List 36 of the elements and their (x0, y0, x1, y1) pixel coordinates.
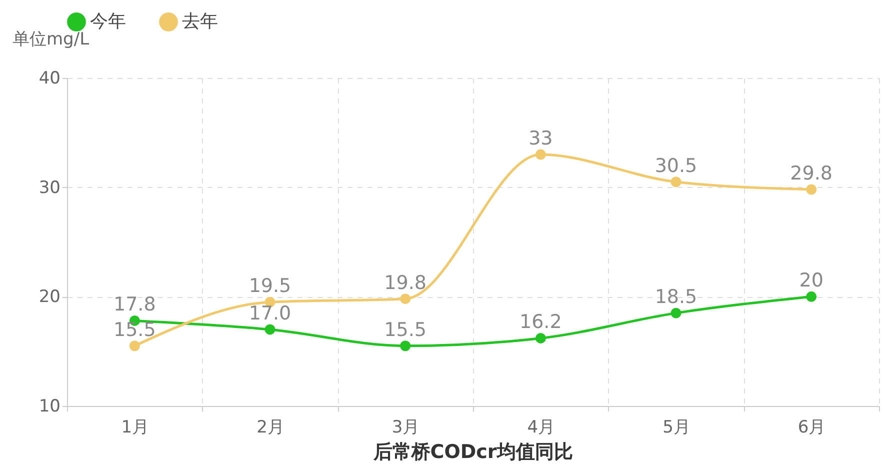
data-label: 15.5 (384, 318, 426, 341)
point (806, 291, 817, 302)
x-tick-label: 1月 (121, 418, 150, 438)
data-label: 33 (528, 128, 553, 150)
point (400, 294, 411, 304)
point (129, 340, 140, 352)
text: 后常桥CODcr均值同比 (372, 441, 573, 463)
y-tick-label: 40 (38, 68, 60, 88)
y-tick-label: 10 (38, 396, 60, 416)
data-label: 19.5 (248, 275, 292, 298)
legend-label: 去年 (182, 10, 218, 32)
data-label: 15.5 (114, 318, 156, 341)
y-tick-label: 30 (38, 178, 60, 198)
point (264, 324, 276, 335)
point (806, 184, 817, 195)
point (670, 176, 682, 188)
point (535, 149, 546, 160)
x-tick-label: 2月 (256, 418, 284, 438)
point (670, 308, 682, 318)
data-label: 17.8 (114, 294, 156, 316)
y-tick-label: 20 (38, 287, 60, 308)
y-axis-title: 单位mg/L (12, 30, 90, 50)
point (535, 332, 546, 344)
data-label: 17.0 (248, 302, 292, 324)
data-label: 19.8 (384, 272, 426, 294)
x-tick-label: 3月 (392, 418, 420, 438)
legend-label: 今年 (90, 10, 126, 32)
data-label: 29.8 (790, 162, 832, 185)
data-label: 20 (799, 270, 824, 292)
data-label: 16.2 (520, 311, 562, 334)
x-tick-label: 6月 (798, 418, 826, 438)
x-tick-label: 4月 (527, 418, 556, 438)
data-label: 18.5 (654, 286, 698, 308)
data-label: 30.5 (654, 154, 698, 177)
x-tick-label: 5月 (662, 418, 690, 438)
point (400, 340, 411, 352)
